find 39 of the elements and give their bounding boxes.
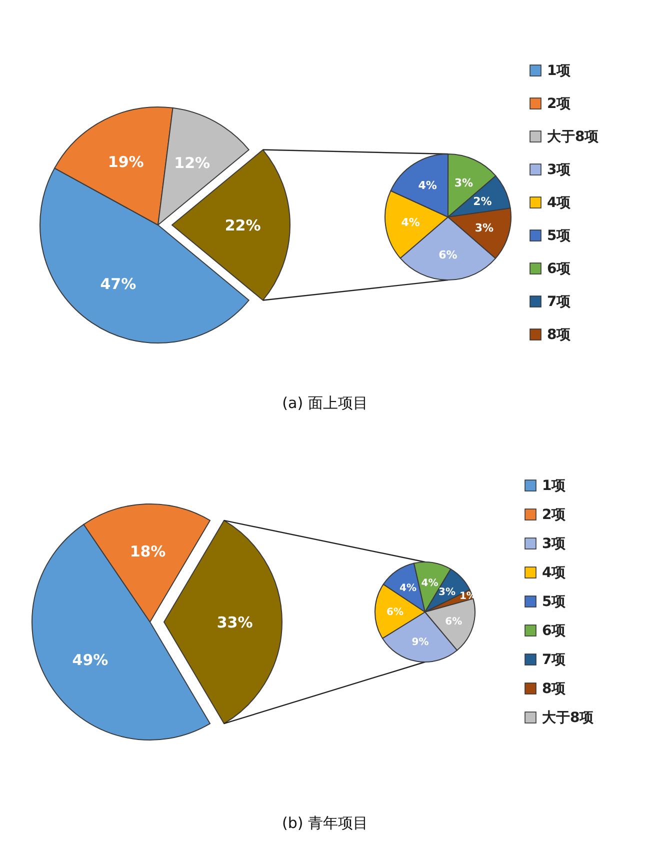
data-label: 6% xyxy=(445,616,462,628)
data-label: 4% xyxy=(401,216,420,230)
category-label: 5项 xyxy=(547,228,571,244)
data-label: 6% xyxy=(438,248,458,262)
data-label: 18% xyxy=(130,542,166,560)
category-label: 大于8项 xyxy=(542,710,594,726)
data-label: 3% xyxy=(438,587,456,598)
category-label: 5项 xyxy=(542,594,566,610)
legend-label: 大于8项 xyxy=(547,129,600,145)
category-label: 6项 xyxy=(547,261,571,277)
category-label: 4项 xyxy=(542,565,566,581)
legend-label: 1项 xyxy=(542,478,567,494)
category-label: 8项 xyxy=(547,327,571,343)
data-label: 9% xyxy=(412,637,429,648)
legend-label: 2项 xyxy=(547,96,572,112)
data-label: 22% xyxy=(224,216,261,234)
data-label: 3% xyxy=(454,176,474,190)
category-label: 7项 xyxy=(547,294,571,310)
category-label: 6项 xyxy=(542,623,566,639)
data-label: 12% xyxy=(174,154,210,172)
legend-label: 1项 xyxy=(547,63,572,79)
data-label: 47% xyxy=(100,274,136,293)
data-label: 4% xyxy=(399,582,416,594)
data-label: 3% xyxy=(474,222,494,235)
category-label: 4项 xyxy=(547,195,571,211)
category-label: 7项 xyxy=(542,652,566,668)
category-label: 3项 xyxy=(547,162,571,178)
category-label: 8项 xyxy=(542,681,566,697)
category-label: 3项 xyxy=(542,536,566,552)
data-label: 49% xyxy=(72,651,108,670)
data-label: 33% xyxy=(216,613,253,632)
data-label: 4% xyxy=(421,578,438,589)
data-label: 19% xyxy=(108,153,144,172)
text: (a) 面上项目 xyxy=(282,394,368,412)
data-label: 2% xyxy=(473,195,492,208)
data-label: 6% xyxy=(386,607,404,618)
legend-label: 2项 xyxy=(542,507,567,523)
text: (b) 青年项目 xyxy=(282,814,368,832)
data-label: 4% xyxy=(418,179,437,192)
